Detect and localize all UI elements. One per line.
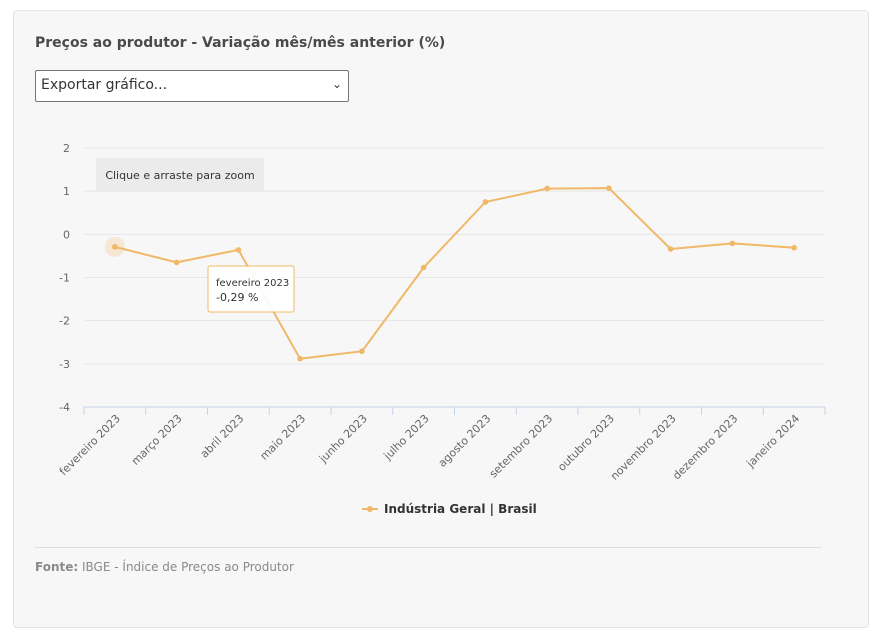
data-point[interactable] [173,259,180,266]
x-tick-label: janeiro 2024 [743,412,802,471]
export-select-value: Exportar gráfico... [41,77,168,93]
data-point[interactable] [791,244,797,251]
source-label: Fonte: [35,560,79,574]
data-point[interactable] [667,246,674,252]
data-point[interactable] [359,348,365,355]
export-chart-select[interactable]: Exportar gráfico... ⌄ [35,70,349,102]
x-tick-label: junho 2023 [316,412,370,466]
data-point[interactable] [482,199,489,205]
tooltip-label: fevereiro 2023 [216,278,289,289]
data-point[interactable] [544,185,550,192]
y-tick-label: -4 [59,401,70,414]
y-tick-label: 2 [63,142,70,155]
data-point[interactable] [420,264,427,271]
zoom-hint-box [96,158,264,192]
legend-label[interactable]: Indústria Geral | Brasil [384,502,537,516]
x-tick-label: agosto 2023 [436,412,494,470]
source-text: IBGE - Índice de Preços ao Produtor [82,560,294,574]
x-tick-label: setembro 2023 [487,412,555,480]
x-tick-label: maio 2023 [258,412,309,463]
zoom-hint-text: Clique e arraste para zoom [105,169,254,182]
data-point[interactable] [112,244,118,250]
y-tick-label: -3 [59,358,70,371]
tooltip-box [207,265,295,313]
data-point[interactable] [606,185,612,191]
x-tick-label: outubro 2023 [555,412,617,474]
chart-title: Preços ao produtor - Variação mês/mês an… [35,35,446,51]
data-point[interactable] [729,240,736,247]
y-tick-label: 0 [63,228,70,241]
x-tick-label: julho 2023 [381,412,432,463]
data-point[interactable] [297,355,303,362]
x-tick-label: fevereiro 2023 [57,412,123,478]
chart-card [13,10,869,628]
x-tick-label: abril 2023 [198,412,247,461]
x-tick-label: novembro 2023 [608,412,679,483]
tooltip-value: -0,29 % [216,291,258,304]
y-tick-label: 1 [63,185,70,198]
chevron-down-icon: ⌄ [331,77,342,91]
legend-marker [367,506,373,512]
y-tick-label: -2 [59,315,70,328]
series-line [114,187,795,360]
y-tick-label: -1 [59,272,70,285]
footer-divider [35,547,821,548]
source-note: Fonte: IBGE - Índice de Preços ao Produt… [35,560,294,574]
data-point[interactable] [235,247,242,253]
x-tick-label: março 2023 [129,412,185,468]
x-tick-label: dezembro 2023 [670,412,740,482]
